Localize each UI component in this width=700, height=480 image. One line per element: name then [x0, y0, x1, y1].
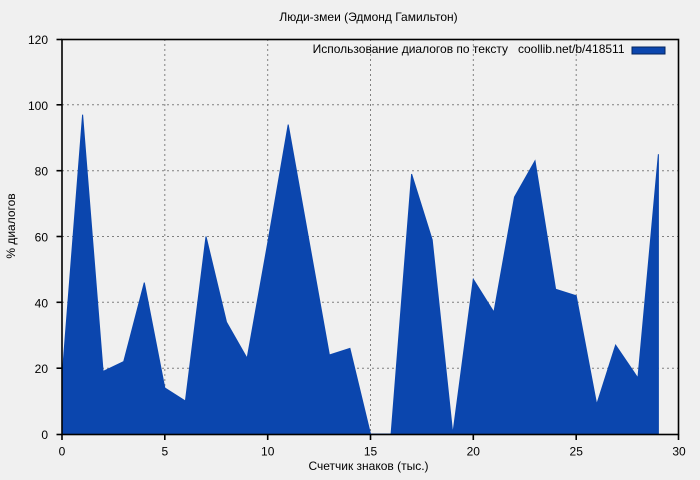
- svg-text:15: 15: [364, 445, 378, 459]
- svg-text:5: 5: [161, 445, 168, 459]
- svg-text:20: 20: [467, 445, 481, 459]
- svg-text:25: 25: [570, 445, 584, 459]
- svg-text:40: 40: [35, 296, 49, 310]
- svg-text:20: 20: [35, 362, 49, 376]
- svg-text:Люди-змеи (Эдмонд Гамильтон): Люди-змеи (Эдмонд Гамильтон): [279, 10, 457, 24]
- svg-text:10: 10: [261, 445, 275, 459]
- svg-text:Использование диалогов по текс: Использование диалогов по тексту coollib…: [313, 42, 625, 56]
- svg-text:30: 30: [672, 445, 686, 459]
- svg-text:120: 120: [28, 33, 48, 47]
- svg-text:80: 80: [35, 165, 49, 179]
- svg-text:100: 100: [28, 99, 48, 113]
- svg-text:0: 0: [59, 445, 66, 459]
- svg-text:0: 0: [41, 428, 48, 442]
- svg-text:60: 60: [35, 231, 49, 245]
- svg-text:Счетчик знаков (тыс.): Счетчик знаков (тыс.): [308, 459, 428, 473]
- svg-text:% диалогов: % диалогов: [4, 193, 18, 258]
